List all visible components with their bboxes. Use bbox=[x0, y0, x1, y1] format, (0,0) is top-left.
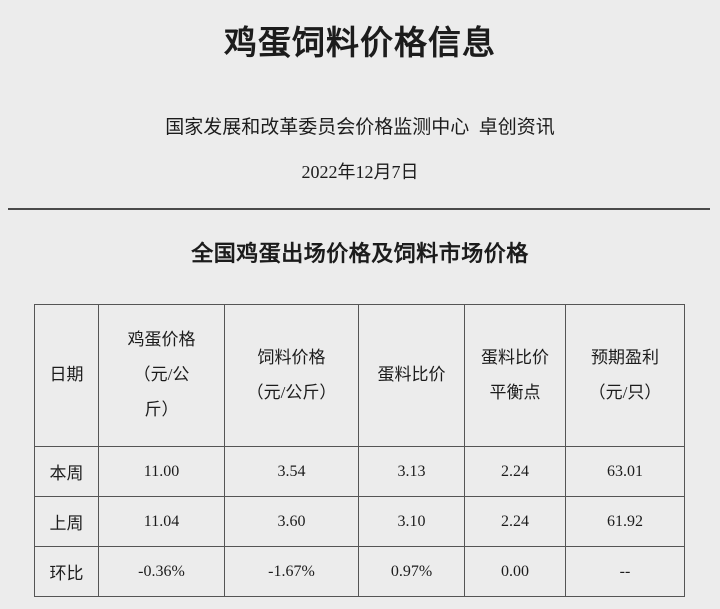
cell-expected-profit: 61.92 bbox=[565, 496, 685, 547]
price-table-container: 日期 鸡蛋价格 （元/公 斤） 饲料价格 （元/公斤） 蛋料比价 bbox=[34, 304, 685, 597]
column-header-line: 鸡蛋价格 bbox=[127, 330, 196, 350]
row-label: 环比 bbox=[34, 546, 99, 597]
table-row: 环比 -0.36% -1.67% 0.97% 0.00 -- bbox=[34, 546, 685, 597]
column-header-line: 平衡点 bbox=[489, 382, 541, 402]
row-label: 本周 bbox=[34, 446, 99, 497]
document-issuer: 国家发展和改革委员会价格监测中心 卓创资讯 bbox=[165, 117, 555, 139]
cell-egg-feed-ratio: 3.10 bbox=[358, 496, 465, 547]
column-header-line: （元/只） bbox=[588, 382, 662, 402]
column-header-line: 斤） bbox=[144, 399, 179, 419]
cell-egg-price: -0.36% bbox=[98, 546, 225, 597]
column-header-line: 日期 bbox=[49, 365, 84, 385]
cell-expected-profit: 63.01 bbox=[565, 446, 685, 497]
cell-egg-feed-ratio: 3.13 bbox=[358, 446, 465, 497]
header-divider bbox=[8, 208, 710, 210]
table-body: 本周 11.00 3.54 3.13 2.24 63.01 上周 11.04 3… bbox=[34, 446, 685, 597]
cell-egg-price: 11.04 bbox=[98, 496, 225, 547]
column-header-egg-price: 鸡蛋价格 （元/公 斤） bbox=[98, 304, 225, 447]
column-header-expected-profit: 预期盈利 （元/只） bbox=[565, 304, 685, 447]
cell-egg-feed-ratio: 0.97% bbox=[358, 546, 465, 597]
cell-feed-price: -1.67% bbox=[224, 546, 359, 597]
cell-expected-profit: -- bbox=[565, 546, 685, 597]
cell-feed-price: 3.54 bbox=[224, 446, 359, 497]
column-header-balance-point: 蛋料比价 平衡点 bbox=[464, 304, 566, 447]
column-header-line: 饲料价格 bbox=[257, 347, 326, 367]
price-table: 日期 鸡蛋价格 （元/公 斤） 饲料价格 （元/公斤） 蛋料比价 bbox=[34, 304, 685, 597]
column-header-egg-feed-ratio: 蛋料比价 bbox=[358, 304, 465, 447]
column-header-feed-price: 饲料价格 （元/公斤） bbox=[224, 304, 359, 447]
column-header-date: 日期 bbox=[34, 304, 99, 447]
cell-feed-price: 3.60 bbox=[224, 496, 359, 547]
column-header-line: 预期盈利 bbox=[591, 347, 659, 367]
section-title: 全国鸡蛋出场价格及饲料市场价格 bbox=[191, 241, 529, 266]
document-date: 2022年12月7日 bbox=[301, 161, 419, 182]
row-label: 上周 bbox=[34, 496, 99, 547]
column-header-line: 蛋料比价 bbox=[377, 365, 446, 385]
column-header-line: （元/公 bbox=[133, 365, 190, 385]
cell-balance-point: 2.24 bbox=[464, 496, 566, 547]
cell-egg-price: 11.00 bbox=[98, 446, 225, 497]
table-row: 上周 11.04 3.60 3.10 2.24 61.92 bbox=[34, 496, 685, 547]
cell-balance-point: 0.00 bbox=[464, 546, 566, 597]
column-header-line: 蛋料比价 bbox=[481, 347, 549, 367]
table-header: 日期 鸡蛋价格 （元/公 斤） 饲料价格 （元/公斤） 蛋料比价 bbox=[34, 304, 685, 447]
document-title: 鸡蛋饲料价格信息 bbox=[224, 24, 496, 61]
cell-balance-point: 2.24 bbox=[464, 446, 566, 497]
column-header-line: （元/公斤） bbox=[246, 382, 337, 402]
table-header-row: 日期 鸡蛋价格 （元/公 斤） 饲料价格 （元/公斤） 蛋料比价 bbox=[34, 304, 685, 447]
table-row: 本周 11.00 3.54 3.13 2.24 63.01 bbox=[34, 446, 685, 497]
